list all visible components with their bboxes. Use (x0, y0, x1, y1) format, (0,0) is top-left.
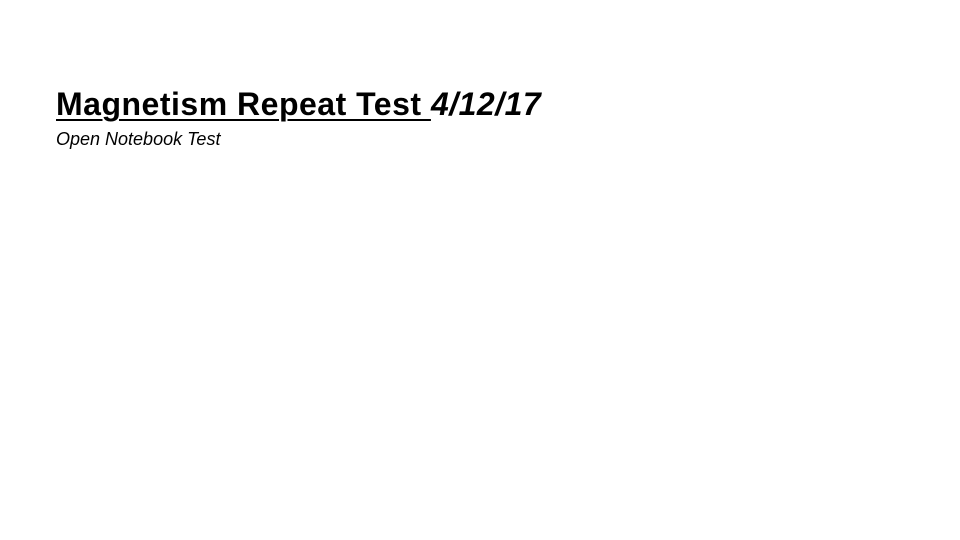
title-date-text: 4/12/17 (431, 86, 541, 122)
slide-subtitle: Open Notebook Test (56, 129, 904, 150)
slide: Magnetism Repeat Test 4/12/17 Open Noteb… (0, 0, 960, 540)
title-main-text: Magnetism Repeat Test (56, 86, 431, 122)
slide-title: Magnetism Repeat Test 4/12/17 (56, 85, 904, 123)
